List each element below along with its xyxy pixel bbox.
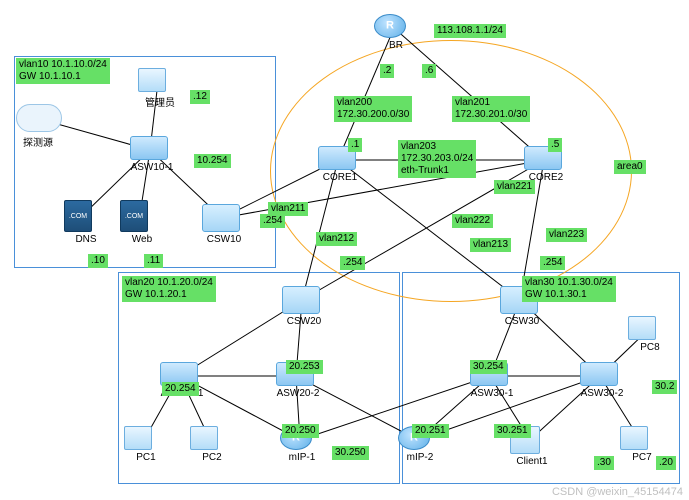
device-csw20[interactable]: CSW20 <box>282 286 326 327</box>
label-pc7: .20 <box>656 456 676 470</box>
label-mip1b: 30.250 <box>332 446 369 460</box>
label-vlan30: vlan30 10.1.30.0/24 GW 10.1.30.1 <box>522 276 616 302</box>
label-asw10ip: 10.254 <box>194 154 231 168</box>
label-csw10ip: .254 <box>260 214 285 228</box>
device-web[interactable]: .COMWeb <box>120 200 164 245</box>
label-dns10: .10 <box>88 254 108 268</box>
label-csw30ip: .254 <box>540 256 565 270</box>
label-cli251: 30.251 <box>494 424 531 438</box>
device-label: Client1 <box>510 456 554 467</box>
device-br[interactable]: BR <box>374 14 418 51</box>
label-v213: vlan213 <box>470 238 511 252</box>
device-label: DNS <box>64 234 108 245</box>
link <box>300 376 490 440</box>
label-adm12: .12 <box>190 90 210 104</box>
label-asw201ip: 20.254 <box>162 382 199 396</box>
device-label: ASW30-1 <box>470 388 514 399</box>
label-br_r: .6 <box>422 64 436 78</box>
device-label: PC2 <box>190 452 234 463</box>
label-cl30: .30 <box>594 456 614 470</box>
label-v203: vlan203 172.30.203.0/24 eth-Trunk1 <box>398 140 476 178</box>
label-v200: vlan200 172.30.200.0/30 <box>334 96 412 122</box>
device-label: mIP-2 <box>398 452 442 463</box>
device-label: Web <box>120 234 164 245</box>
label-mip1a: 20.250 <box>282 424 319 438</box>
label-v223: vlan223 <box>546 228 587 242</box>
device-label: mIP-1 <box>280 452 324 463</box>
device-dns[interactable]: .COMDNS <box>64 200 108 245</box>
device-label: CORE1 <box>318 172 362 183</box>
label-csw20ip: .254 <box>340 256 365 270</box>
device-csw10[interactable]: CSW10 <box>202 204 246 245</box>
device-asw101[interactable]: ASW10-1 <box>130 136 174 173</box>
device-label: 管理员 <box>138 94 182 109</box>
device-探测源[interactable]: 探测源 <box>16 104 60 149</box>
label-v201: vlan201 172.30.201.0/30 <box>452 96 530 122</box>
label-asw202ip: 20.253 <box>286 360 323 374</box>
label-area0: area0 <box>614 160 646 174</box>
label-c5: .5 <box>548 138 562 152</box>
device-label: ASW10-1 <box>130 162 174 173</box>
device-label: CSW30 <box>500 316 544 327</box>
label-br_wan: 113.108.1.1/24 <box>434 24 506 38</box>
device-asw302[interactable]: ASW30-2 <box>580 362 624 399</box>
device-label: CSW20 <box>282 316 326 327</box>
label-asw302: 30.2 <box>652 380 677 394</box>
label-c1: .1 <box>348 138 362 152</box>
device-label: ASW20-2 <box>276 388 320 399</box>
device-label: PC8 <box>628 342 672 353</box>
label-v212: vlan212 <box>316 232 357 246</box>
device-label: 探测源 <box>16 134 60 149</box>
watermark: CSDN @weixin_45154474 <box>552 486 683 498</box>
device-label: ASW30-2 <box>580 388 624 399</box>
label-web11: .11 <box>144 254 163 268</box>
label-vlan10: vlan10 10.1.10.0/24 GW 10.1.10.1 <box>16 58 110 84</box>
label-mip2b: 20.251 <box>412 424 449 438</box>
label-br_l: .2 <box>380 64 394 78</box>
device-label: PC1 <box>124 452 168 463</box>
label-a30a: 30.254 <box>470 360 507 374</box>
label-vlan20: vlan20 10.1.20.0/24 GW 10.1.20.1 <box>122 276 216 302</box>
label-v222: vlan222 <box>452 214 493 228</box>
device-label: BR <box>374 40 418 51</box>
label-v221: vlan221 <box>494 180 535 194</box>
device-pc8[interactable]: PC8 <box>628 316 672 353</box>
device-管理员[interactable]: 管理员 <box>138 68 182 109</box>
device-label: CSW10 <box>202 234 246 245</box>
device-pc2[interactable]: PC2 <box>190 426 234 463</box>
device-pc1[interactable]: PC1 <box>124 426 168 463</box>
